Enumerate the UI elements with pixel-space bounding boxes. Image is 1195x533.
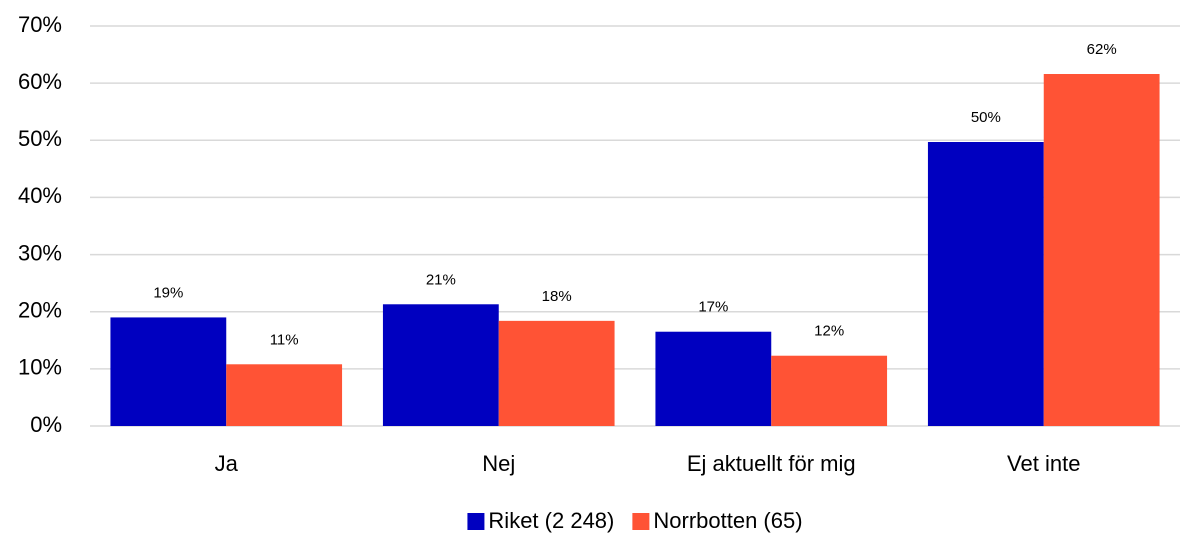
bar: [927, 142, 1044, 426]
y-tick-label: 70%: [18, 12, 62, 37]
value-label: 17%: [698, 299, 728, 316]
bar: [771, 355, 888, 426]
value-label: 12%: [814, 323, 844, 340]
value-label: 62%: [1087, 41, 1117, 58]
value-label: 11%: [270, 331, 299, 348]
legend-swatch: [632, 513, 650, 530]
x-tick-label: Ja: [215, 451, 239, 476]
x-tick-label: Nej: [482, 451, 515, 476]
bar: [110, 317, 227, 426]
bar: [382, 304, 499, 426]
y-tick-label: 20%: [18, 298, 62, 323]
y-tick-label: 30%: [18, 240, 62, 265]
legend-swatch: [467, 513, 485, 530]
value-label: 19%: [153, 284, 183, 301]
value-label: 21%: [426, 271, 456, 288]
value-label: 18%: [542, 288, 572, 305]
y-tick-label: 40%: [18, 183, 62, 208]
value-label: 50%: [971, 109, 1001, 126]
x-tick-label: Ej aktuellt för mig: [687, 451, 856, 476]
legend-label: Norrbotten (65): [653, 508, 802, 533]
bar: [498, 320, 615, 426]
legend-label: Riket (2 248): [488, 508, 614, 533]
y-tick-label: 0%: [30, 412, 62, 437]
bar: [655, 331, 772, 426]
bar: [226, 364, 343, 426]
x-tick-label: Vet inte: [1007, 451, 1080, 476]
y-tick-label: 60%: [18, 69, 62, 94]
y-tick-label: 10%: [18, 355, 62, 380]
y-tick-label: 50%: [18, 126, 62, 151]
bar: [1043, 74, 1160, 426]
